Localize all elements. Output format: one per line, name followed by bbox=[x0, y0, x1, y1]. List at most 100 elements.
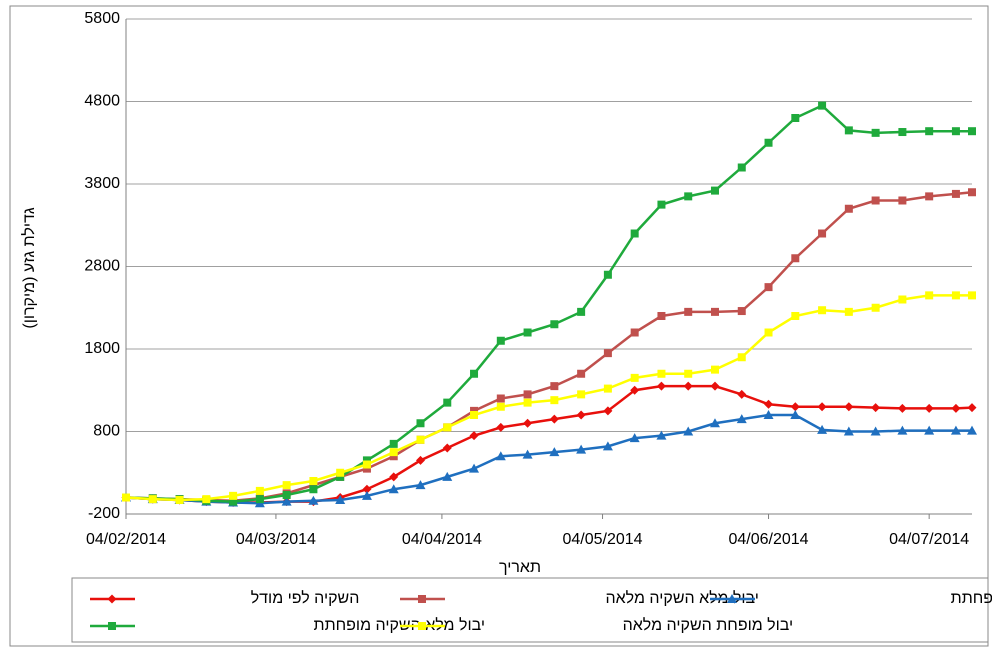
data-point bbox=[656, 430, 667, 440]
data-point bbox=[389, 448, 398, 457]
data-point bbox=[764, 283, 773, 292]
data-point bbox=[968, 127, 976, 136]
data-point bbox=[336, 468, 345, 477]
data-point bbox=[603, 406, 613, 416]
data-point bbox=[764, 138, 773, 147]
data-point bbox=[577, 369, 586, 378]
x-axis-title: תאריך bbox=[499, 559, 541, 576]
data-point bbox=[470, 411, 479, 419]
legend-marker bbox=[107, 594, 117, 604]
data-point bbox=[122, 493, 130, 502]
y-tick-label: 800 bbox=[93, 423, 120, 440]
data-point bbox=[335, 494, 346, 504]
data-point bbox=[870, 426, 881, 436]
data-point bbox=[683, 381, 693, 391]
data-point bbox=[148, 495, 157, 504]
data-point bbox=[737, 307, 746, 316]
x-tick-label: 04/04/2014 bbox=[402, 531, 482, 548]
data-point bbox=[843, 426, 854, 436]
x-tick-label: 04/02/2014 bbox=[86, 531, 166, 548]
data-point bbox=[496, 394, 505, 403]
data-point bbox=[818, 229, 827, 238]
data-point bbox=[550, 382, 559, 391]
data-point bbox=[683, 426, 694, 436]
data-point bbox=[523, 418, 533, 428]
data-point bbox=[630, 229, 639, 238]
data-point bbox=[925, 192, 934, 201]
data-point bbox=[309, 485, 318, 494]
legend-marker bbox=[108, 622, 116, 630]
data-point bbox=[871, 196, 880, 205]
data-point bbox=[790, 402, 800, 412]
data-point bbox=[898, 128, 907, 137]
data-point bbox=[925, 291, 934, 300]
data-point bbox=[897, 425, 908, 435]
data-point bbox=[255, 495, 264, 504]
data-point bbox=[657, 369, 666, 378]
data-point bbox=[710, 186, 719, 195]
data-point bbox=[389, 439, 398, 448]
data-point bbox=[791, 254, 800, 263]
data-point bbox=[791, 312, 800, 320]
data-point bbox=[416, 419, 425, 428]
data-point bbox=[630, 328, 639, 337]
data-point bbox=[684, 192, 693, 201]
data-point bbox=[361, 490, 372, 500]
y-axis-title: גדילת גזע (מיקרון) bbox=[20, 207, 38, 328]
data-point bbox=[951, 127, 960, 136]
data-point bbox=[603, 349, 612, 358]
legend-box bbox=[71, 577, 989, 643]
data-point bbox=[470, 369, 479, 378]
x-tick-label: 04/05/2014 bbox=[563, 531, 643, 548]
data-point bbox=[791, 114, 800, 122]
y-tick-label: 2800 bbox=[84, 258, 120, 275]
data-point bbox=[951, 403, 961, 413]
legend-label: יבול מופחת השקיה מופחתת bbox=[951, 589, 992, 607]
legend-label: יבול מלא השקיה מופחתת bbox=[314, 616, 486, 634]
data-point bbox=[577, 307, 586, 316]
legend-label: השקיה לפי מודל bbox=[251, 589, 360, 607]
y-tick-label: -200 bbox=[88, 505, 120, 522]
data-point bbox=[684, 307, 693, 316]
data-point bbox=[897, 403, 907, 413]
data-point bbox=[523, 390, 532, 399]
data-point bbox=[309, 477, 318, 485]
data-point bbox=[737, 389, 747, 399]
data-point bbox=[549, 447, 560, 457]
data-point bbox=[630, 385, 640, 395]
data-point bbox=[603, 270, 612, 279]
data-point bbox=[522, 449, 533, 459]
data-point bbox=[844, 126, 853, 135]
data-point bbox=[577, 390, 586, 399]
y-tick-label: 5800 bbox=[84, 10, 120, 27]
data-point bbox=[871, 128, 880, 137]
data-point bbox=[281, 496, 292, 506]
data-point bbox=[550, 396, 559, 405]
y-tick-label: 3800 bbox=[84, 175, 120, 192]
data-point bbox=[951, 189, 960, 198]
data-point bbox=[657, 200, 666, 209]
data-point bbox=[629, 433, 640, 443]
legend-label: יבול מלא השקיה מלאה bbox=[605, 589, 758, 607]
data-point bbox=[415, 455, 425, 465]
data-point bbox=[925, 127, 934, 136]
data-point bbox=[898, 196, 907, 205]
data-point bbox=[282, 481, 291, 490]
legend-marker bbox=[418, 595, 426, 603]
chart-border bbox=[9, 5, 989, 647]
data-point bbox=[967, 425, 977, 435]
data-point bbox=[602, 441, 613, 451]
data-point bbox=[817, 424, 828, 434]
legend-label: יבול מופחת השקיה מלאה bbox=[623, 616, 794, 634]
data-point bbox=[817, 402, 827, 412]
data-point bbox=[362, 484, 372, 494]
data-point bbox=[737, 163, 746, 172]
data-point bbox=[362, 456, 371, 465]
data-point bbox=[523, 398, 532, 407]
data-point bbox=[576, 410, 586, 420]
data-point bbox=[470, 406, 479, 415]
data-point bbox=[495, 451, 506, 461]
data-point bbox=[443, 398, 452, 407]
data-point bbox=[550, 320, 559, 329]
